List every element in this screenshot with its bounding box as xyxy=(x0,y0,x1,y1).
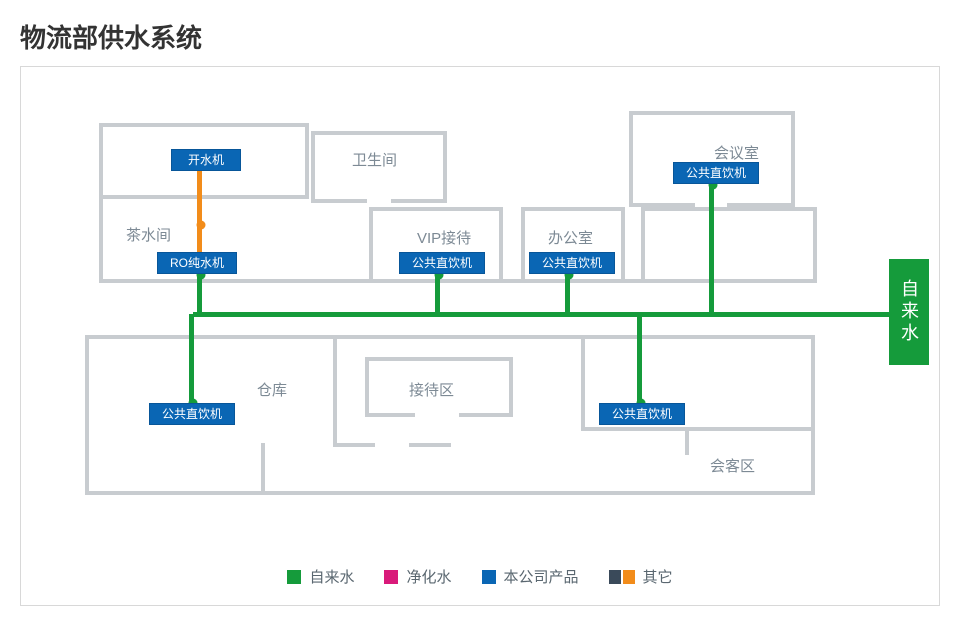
wall xyxy=(629,111,633,207)
equipment-node: 开水机 xyxy=(171,149,241,171)
wall xyxy=(509,357,513,417)
wall xyxy=(261,443,265,491)
diagram-frame: 开水机RO纯水机公共直饮机公共直饮机公共直饮机公共直饮机公共直饮机卫生间会议室茶… xyxy=(20,66,940,606)
wall xyxy=(365,357,369,417)
wall xyxy=(391,199,447,203)
pipe xyxy=(193,312,889,317)
wall xyxy=(641,207,645,283)
wall xyxy=(685,427,689,455)
wall xyxy=(99,195,309,199)
wall xyxy=(443,131,447,203)
pipe xyxy=(197,170,202,253)
legend-swatch-pair xyxy=(609,570,635,584)
wall xyxy=(521,207,625,211)
legend-swatch xyxy=(384,570,398,584)
legend-swatch xyxy=(623,570,635,584)
legend-swatch xyxy=(482,570,496,584)
equipment-node: 公共直饮机 xyxy=(399,252,485,274)
wall xyxy=(99,123,103,283)
legend-item: 本公司产品 xyxy=(482,566,579,587)
equipment-node: 公共直饮机 xyxy=(599,403,685,425)
wall xyxy=(459,413,513,417)
connection-dot xyxy=(197,221,206,230)
wall xyxy=(641,207,817,211)
pipe xyxy=(189,314,194,405)
wall xyxy=(629,111,795,115)
wall xyxy=(369,207,503,211)
wall xyxy=(409,443,451,447)
wall xyxy=(85,335,815,339)
wall xyxy=(365,413,415,417)
wall xyxy=(811,335,815,495)
legend: 自来水 净化水 本公司产品 其它 xyxy=(21,566,939,587)
legend-swatch xyxy=(609,570,621,584)
legend-swatch xyxy=(287,570,301,584)
wall xyxy=(305,123,309,199)
wall xyxy=(85,335,89,495)
room-label: 仓库 xyxy=(257,379,287,400)
legend-label: 净化水 xyxy=(406,566,451,587)
equipment-node: 公共直饮机 xyxy=(149,403,235,425)
wall xyxy=(99,123,309,127)
wall xyxy=(791,111,795,207)
room-label: 接待区 xyxy=(409,379,454,400)
wall xyxy=(85,491,815,495)
wall xyxy=(581,427,815,431)
equipment-node: RO纯水机 xyxy=(157,252,237,274)
room-label: 会客区 xyxy=(710,455,755,476)
diagram-canvas: 开水机RO纯水机公共直饮机公共直饮机公共直饮机公共直饮机公共直饮机卫生间会议室茶… xyxy=(21,67,941,607)
wall xyxy=(521,207,525,283)
legend-item: 其它 xyxy=(609,566,673,587)
wall xyxy=(813,207,817,283)
equipment-node: 公共直饮机 xyxy=(673,162,759,184)
page-title: 物流部供水系统 xyxy=(20,18,202,55)
room-label: 办公室 xyxy=(548,227,593,248)
wall xyxy=(311,131,315,203)
wall xyxy=(369,207,373,283)
legend-label: 其它 xyxy=(643,566,673,587)
room-label: 茶水间 xyxy=(126,224,171,245)
pipe xyxy=(637,314,642,405)
wall xyxy=(311,199,367,203)
wall xyxy=(333,335,337,447)
pipe xyxy=(709,182,714,316)
wall xyxy=(333,443,375,447)
legend-label: 本公司产品 xyxy=(504,566,579,587)
room-label: 卫生间 xyxy=(352,149,397,170)
wall xyxy=(621,207,625,283)
page-root: 物流部供水系统 开水机RO纯水机公共直饮机公共直饮机公共直饮机公共直饮机公共直饮… xyxy=(0,0,960,624)
wall xyxy=(311,131,447,135)
room-label: 会议室 xyxy=(714,142,759,163)
room-label: VIP接待 xyxy=(417,227,471,248)
legend-label: 自来水 xyxy=(309,566,354,587)
equipment-node: 公共直饮机 xyxy=(529,252,615,274)
wall xyxy=(365,357,513,361)
legend-item: 自来水 xyxy=(287,566,354,587)
wall xyxy=(581,335,585,431)
legend-item: 净化水 xyxy=(384,566,451,587)
water-source-badge: 自来水 xyxy=(889,259,929,365)
wall xyxy=(499,207,503,283)
